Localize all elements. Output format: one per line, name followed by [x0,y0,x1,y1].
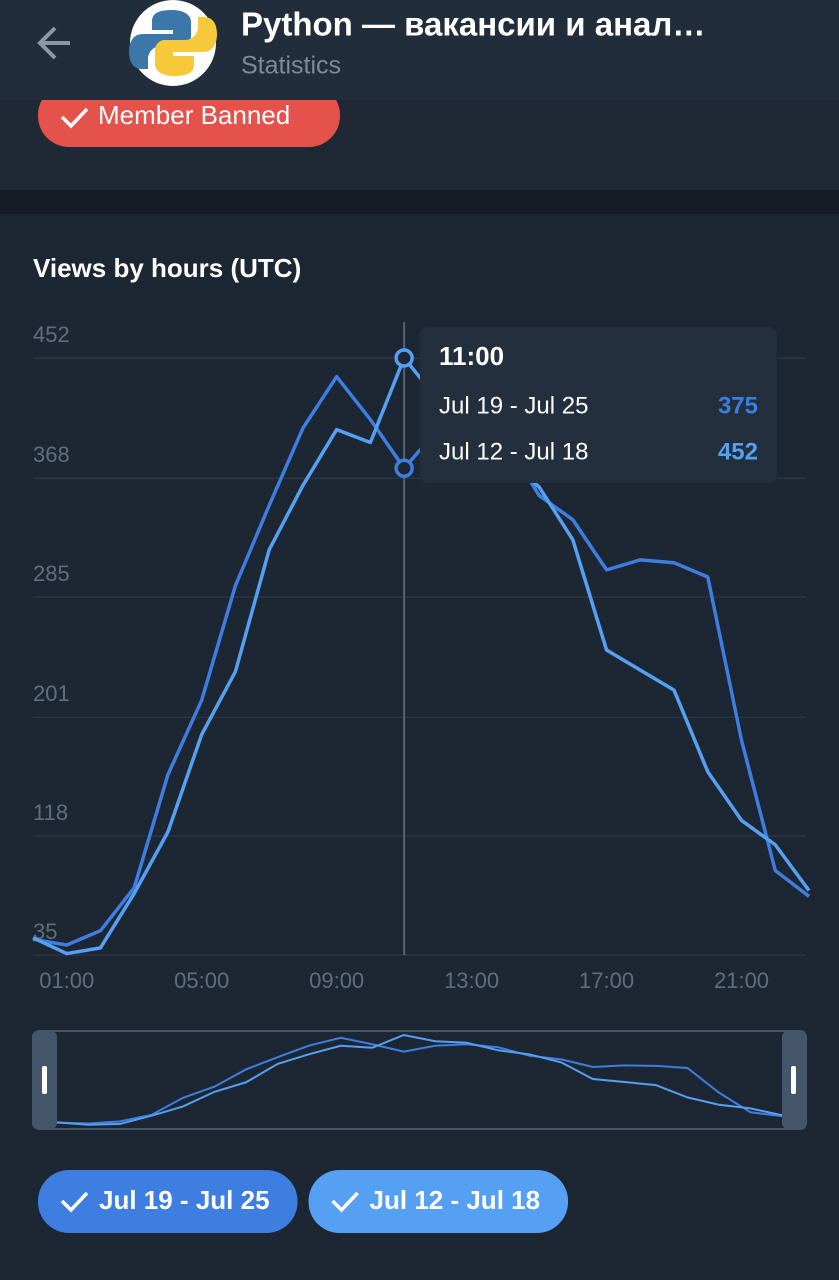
x-tick-label: 13:00 [444,968,499,993]
tooltip-title: 11:00 [439,341,504,371]
header-title: Python — вакансии и анал… [241,6,705,43]
legend-chip[interactable]: Jul 19 - Jul 25 [38,1170,298,1233]
navigator-lines [56,1033,783,1126]
legend-chip-background[interactable] [38,1170,298,1233]
tooltip-series-name: Jul 19 - Jul 25 [439,392,588,419]
navigator-frame[interactable] [32,1030,807,1130]
x-tick-label: 21:00 [714,968,769,993]
header-subtitle: Statistics [241,52,341,80]
tooltip-value: 452 [718,438,758,465]
y-tick-label: 368 [33,442,70,467]
navigator[interactable] [32,1030,807,1130]
section-divider [0,190,839,214]
tooltip-value: 375 [718,392,758,419]
avatar[interactable] [129,0,217,86]
handle-grip [42,1066,47,1094]
chart-title: Views by hours (UTC) [33,253,301,283]
y-tick-label: 201 [33,681,70,706]
navigator-line [56,1033,783,1126]
x-tick-label: 17:00 [579,968,634,993]
back-button[interactable] [37,26,70,60]
x-tick-label: 01:00 [39,968,94,993]
y-tick-label: 285 [33,561,70,586]
tooltip-series-name: Jul 12 - Jul 18 [439,438,588,465]
hover-point [394,458,414,478]
x-tick-label: 05:00 [174,968,229,993]
check-icon [60,107,89,129]
check-icon [60,1191,89,1213]
y-tick-label: 452 [33,322,70,347]
legend-label[interactable]: Jul 12 - Jul 18 [370,1185,541,1215]
x-tick-label: 09:00 [309,968,364,993]
legend: Jul 19 - Jul 25 Jul 12 - Jul 18 [38,1170,569,1233]
logo-blue [129,10,191,69]
logo-yellow [155,17,217,76]
legend-chip[interactable]: Jul 12 - Jul 18 [308,1170,569,1233]
legend-chip-background[interactable] [308,1170,569,1233]
hover-point [394,348,414,368]
header: Python — вакансии и анал… Statistics [0,0,839,100]
handle-grip [791,1066,796,1094]
navigator-line [56,1036,783,1125]
badge-label[interactable]: Member Banned [98,100,290,130]
y-tick-label: 118 [33,800,68,825]
tooltip [420,327,777,483]
legend-label[interactable]: Jul 19 - Jul 25 [99,1185,270,1215]
check-icon [331,1191,359,1213]
